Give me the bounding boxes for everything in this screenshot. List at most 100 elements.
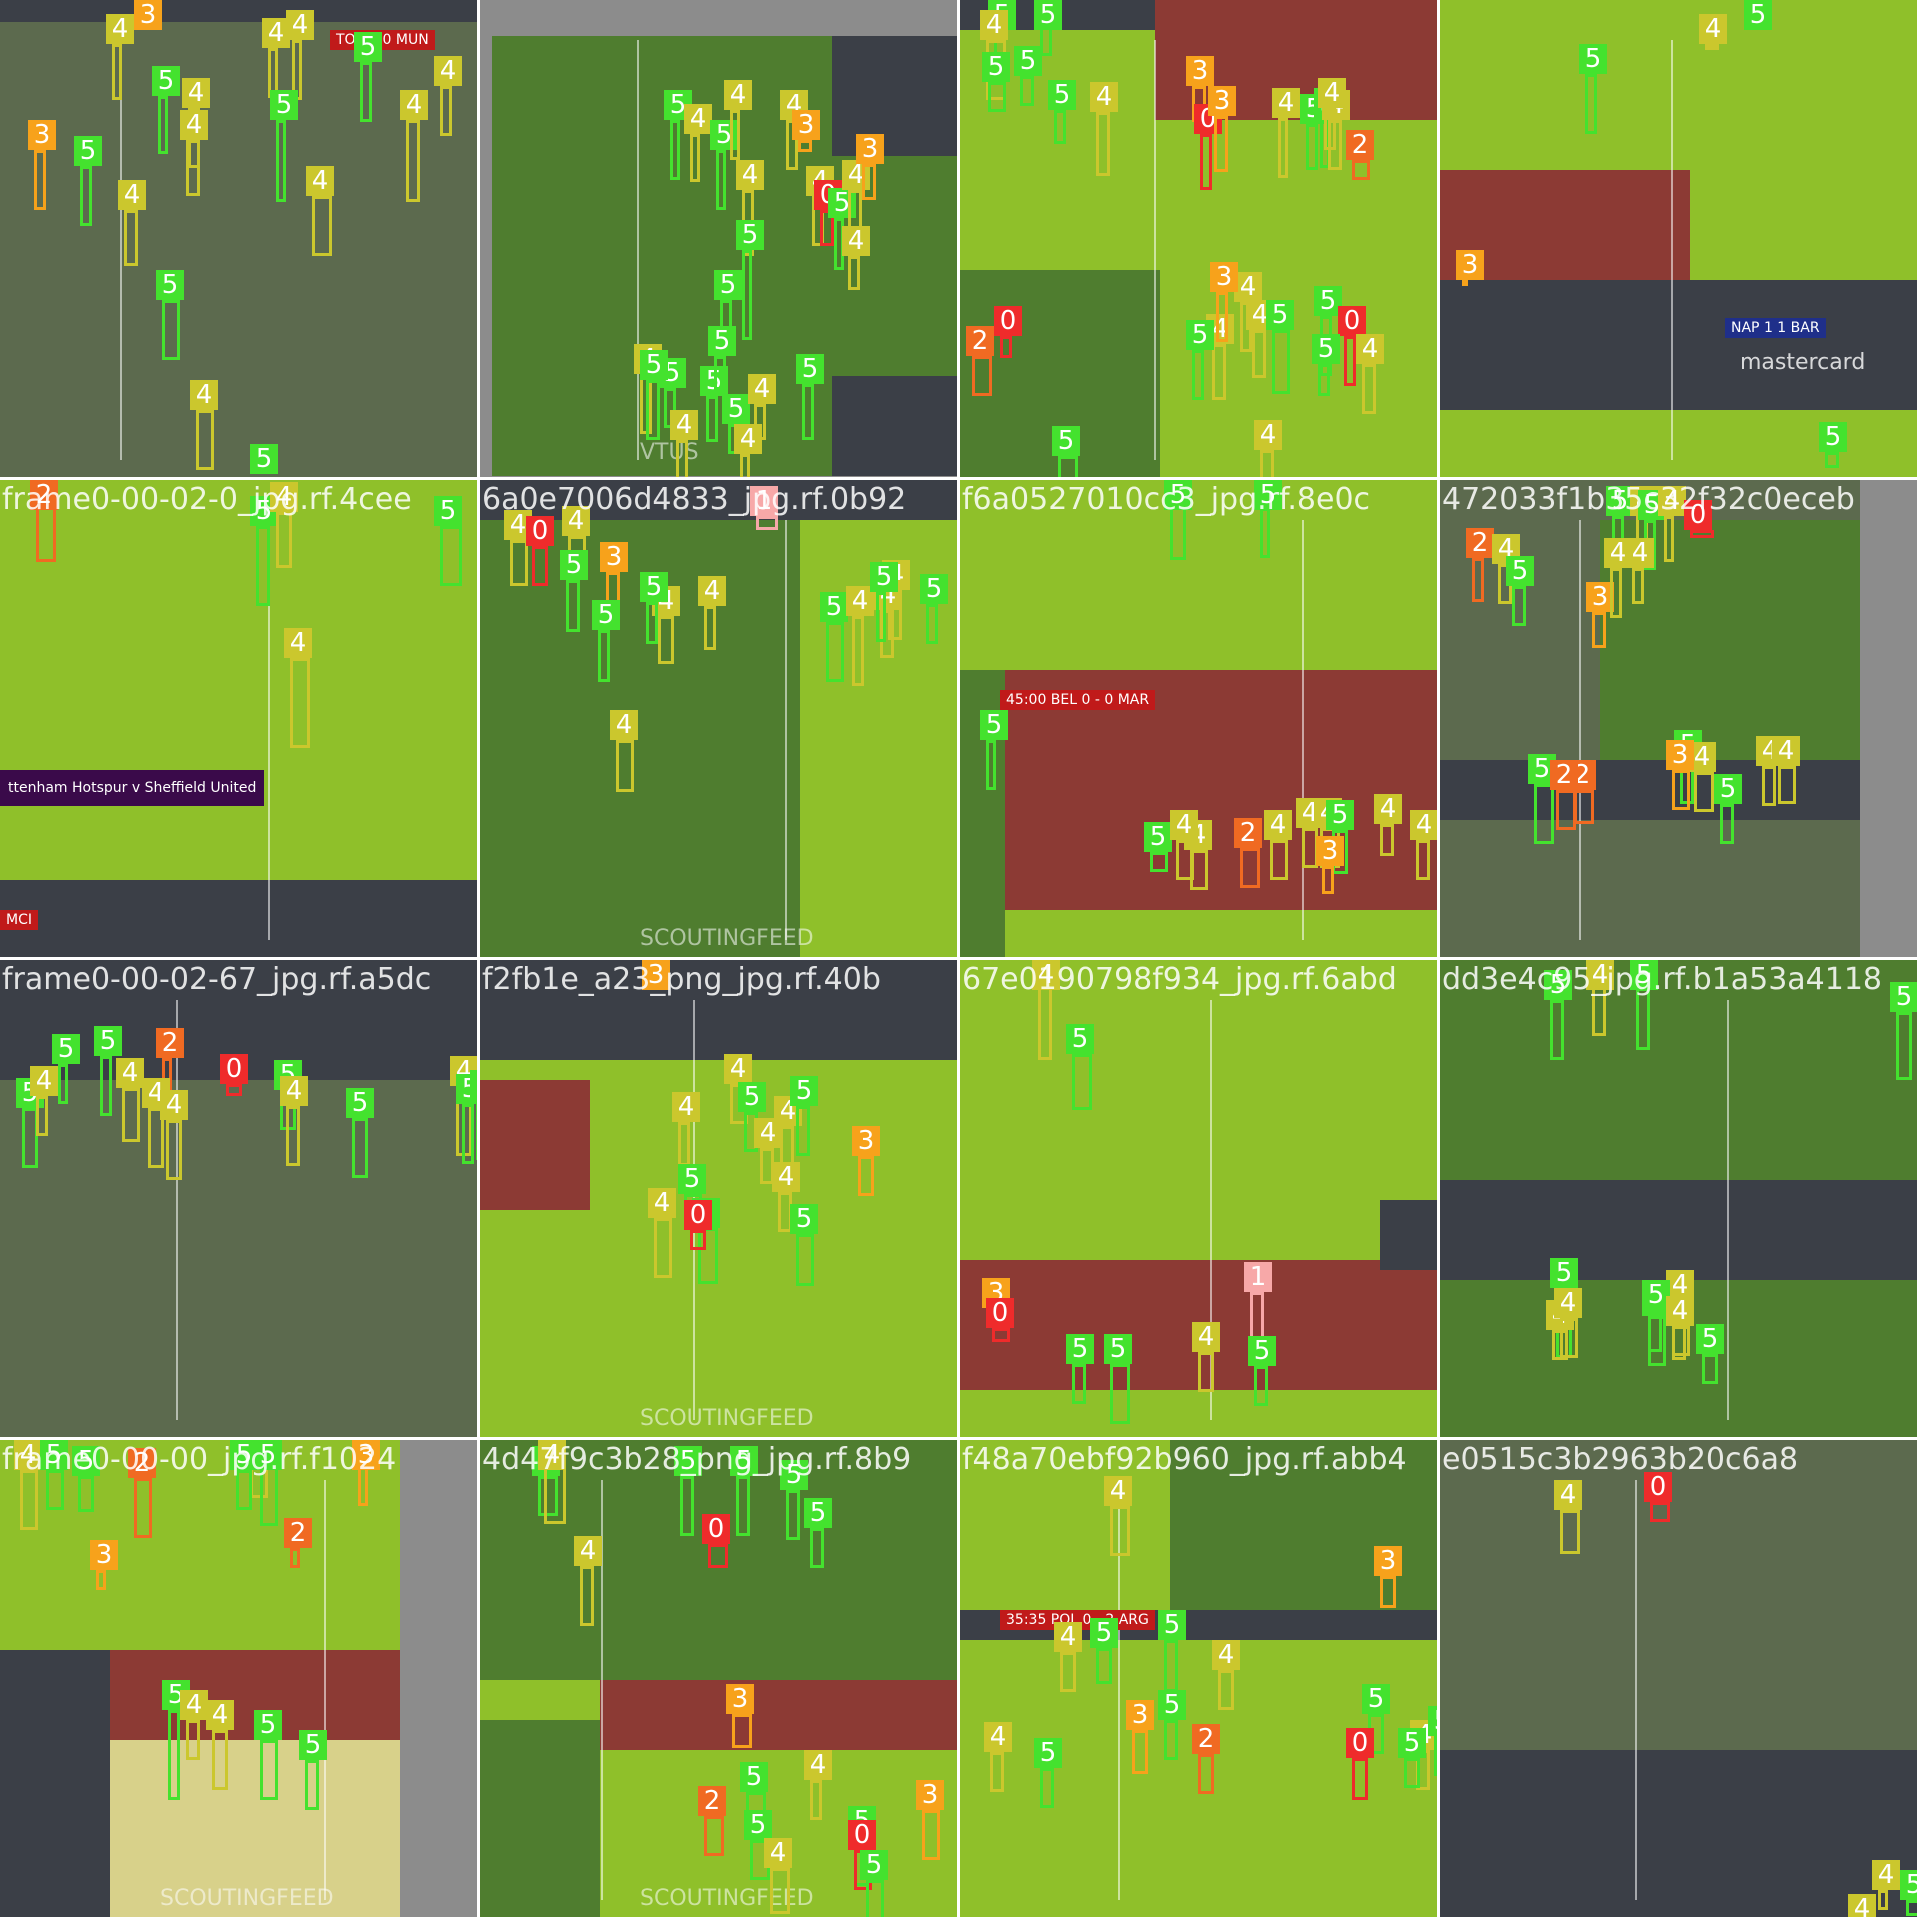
pitch-line	[601, 1480, 603, 1900]
detection-box	[972, 356, 992, 396]
detection-class-label: 4	[1374, 794, 1402, 824]
detection-box	[1096, 112, 1110, 176]
detection-class-label: 4	[1032, 960, 1060, 990]
detection-box	[1164, 1640, 1178, 1692]
detection-class-label: 3	[600, 542, 628, 572]
tile-filename: 67e0190798f934_jpg.rf.6abd	[962, 962, 1397, 997]
detection-class-label: 3	[1456, 250, 1484, 280]
detection-box	[1352, 160, 1370, 180]
detection-box	[1705, 44, 1719, 50]
detection-box	[732, 1714, 752, 1748]
detection-class-label: 4	[1554, 1288, 1582, 1318]
detection-box	[1906, 1900, 1917, 1916]
detection-class-label: 5	[156, 270, 184, 300]
detection-class-label: 5	[780, 1460, 808, 1490]
detection-class-label: 5	[254, 1440, 282, 1470]
detection-class-label: 4	[538, 1440, 566, 1470]
detection-class-label: 5	[1314, 286, 1342, 316]
detection-box	[1556, 790, 1576, 830]
detection-class-label: 5	[94, 1026, 122, 1056]
detection-box	[538, 1476, 558, 1516]
detection-box	[796, 1234, 814, 1286]
tile-background-region	[1440, 1180, 1917, 1280]
tile-background-region	[832, 36, 957, 156]
overlay-scorebug: MCI	[0, 910, 38, 930]
tile-filename: e0515c3b2963b20c6a8	[1442, 1442, 1799, 1477]
detection-class-label: 5	[722, 394, 750, 424]
detection-class-label: 4	[262, 18, 290, 48]
detection-class-label: 0	[1644, 1472, 1672, 1502]
detection-class-label: 5	[1066, 1334, 1094, 1364]
detection-class-label: 5	[796, 354, 824, 384]
detection-class-label: 5	[1714, 774, 1742, 804]
detection-box	[256, 526, 270, 606]
detection-class-label: 4	[1234, 272, 1262, 302]
tile-background-region	[0, 880, 477, 957]
detection-box	[992, 1328, 1010, 1342]
detection-box	[810, 1528, 824, 1568]
detection-box	[196, 410, 214, 470]
detection-class-label: 5	[270, 90, 298, 120]
detection-class-label: 3	[90, 1540, 118, 1570]
detection-box	[742, 250, 752, 340]
detection-box	[1324, 108, 1336, 150]
detection-class-label: 4	[270, 482, 298, 512]
detection-class-label: 3	[1186, 56, 1214, 86]
detection-box	[1720, 804, 1734, 844]
detection-class-label: 4	[118, 180, 146, 210]
detection-class-label: 4	[206, 1700, 234, 1730]
detection-class-label: 4	[764, 1838, 792, 1868]
detection-box	[290, 1548, 300, 1568]
detection-class-label: 0	[684, 1200, 712, 1230]
detection-box	[1176, 840, 1194, 880]
detection-class-label: 3	[1586, 582, 1614, 612]
detection-class-label: 2	[1192, 1724, 1220, 1754]
tile-filename: 4d47f9c3b28_png_jpg.rf.8b9	[482, 1442, 912, 1477]
detection-class-label: 4	[190, 380, 218, 410]
detection-class-label: 4	[1192, 1322, 1220, 1352]
detection-box	[1416, 840, 1430, 880]
mosaic-tile-r0c1: VTUS5454434554054455455454453	[480, 0, 960, 480]
detection-class-label: 4	[772, 1162, 800, 1192]
detection-box	[704, 1816, 724, 1856]
detection-box	[580, 1566, 594, 1626]
detection-box	[1512, 586, 1526, 626]
mosaic-tile-r0c3: NAP 1 1 BAR mastercard 5 4 5 3 5	[1440, 0, 1920, 480]
detection-class-label: 4	[1254, 420, 1282, 450]
detection-box	[58, 1064, 68, 1104]
mosaic-tile-r0c0: TOT 0-0 MUN 4 3 4 4 5 4 5 4 4 5 3 5 4 4 5 4 5 4	[0, 0, 480, 480]
detection-class-label: 5	[1248, 1336, 1276, 1366]
detection-box	[1434, 1736, 1437, 1776]
detection-class-label: 5	[674, 1446, 702, 1476]
detection-class-label: 5	[740, 1762, 768, 1792]
detection-class-label: 4	[1090, 82, 1118, 112]
detection-class-label: 4	[574, 1536, 602, 1566]
detection-box	[1192, 350, 1204, 400]
detection-box	[276, 120, 286, 202]
detection-box	[1252, 330, 1266, 378]
detection-class-label: 4	[180, 110, 208, 140]
detection-box	[1150, 852, 1168, 872]
detection-class-label: 4	[1699, 14, 1727, 44]
detection-box	[1762, 766, 1776, 806]
detection-class-label: 4	[724, 80, 752, 110]
detection-box	[1270, 840, 1288, 880]
detection-box	[1690, 530, 1714, 538]
detection-class-label: 2	[698, 1786, 726, 1816]
mosaic-tile-r2c0: 545524045445455frame0-00-02-67_jpg.rf.a5…	[0, 960, 480, 1440]
detection-box	[440, 86, 452, 136]
detection-class-label: 5	[982, 52, 1010, 82]
detection-box	[646, 602, 658, 644]
detection-class-label: 4	[284, 628, 312, 658]
detection-box	[1272, 330, 1290, 394]
overlay-board: mastercard	[1740, 350, 1866, 375]
tile-background-region	[0, 0, 477, 477]
detection-class-label: 4	[14, 1440, 42, 1470]
detection-box	[876, 592, 886, 642]
overlay-banner: ttenham Hotspur v Sheffield United	[0, 770, 265, 806]
detection-class-label: 4	[116, 1058, 144, 1088]
detection-class-label: 4	[724, 1054, 752, 1084]
detection-class-label: 3	[1666, 740, 1694, 770]
detection-box	[690, 134, 700, 182]
detection-box	[124, 210, 138, 266]
